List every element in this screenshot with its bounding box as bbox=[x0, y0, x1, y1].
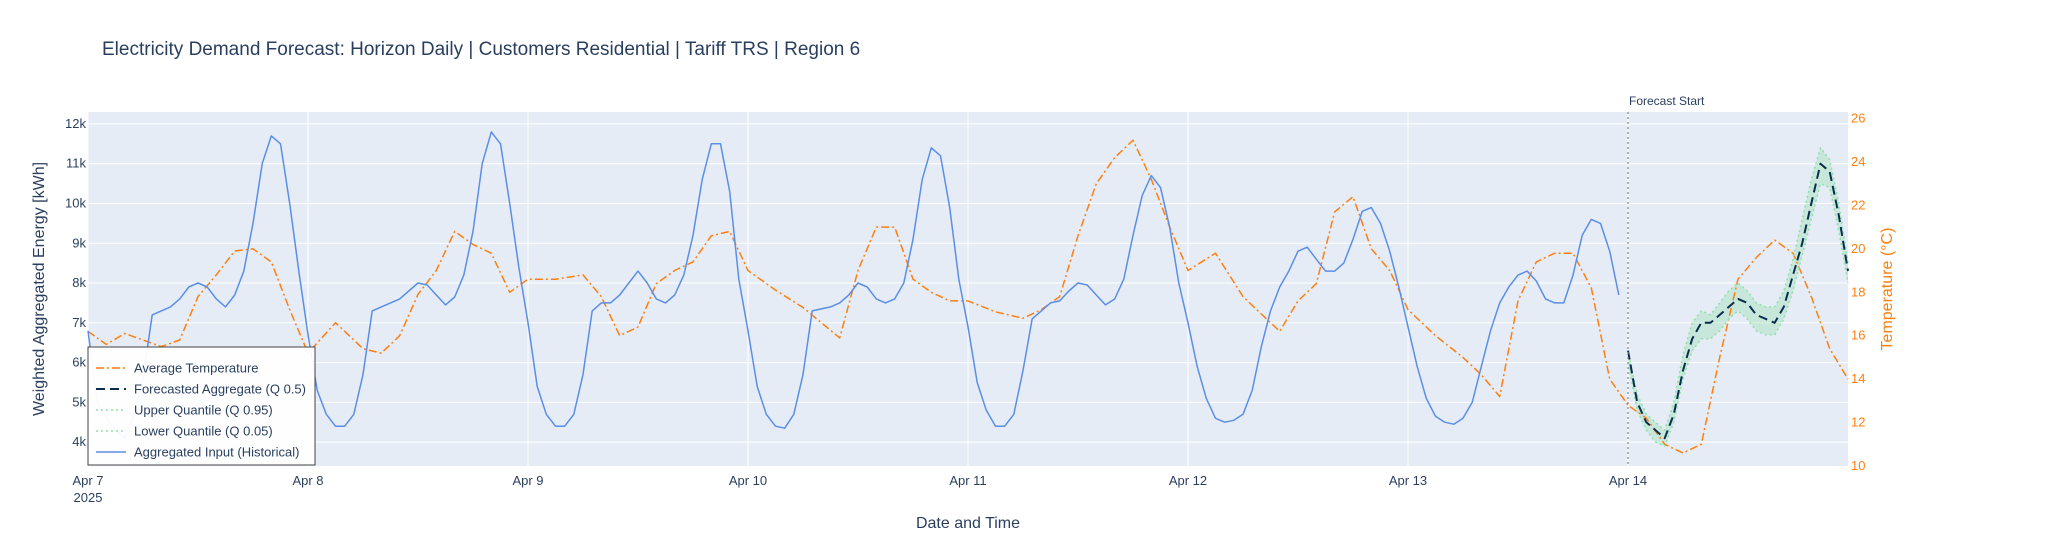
legend-label: Forecasted Aggregate (Q 0.5) bbox=[134, 382, 306, 397]
y-tick-label: 7k bbox=[72, 315, 86, 330]
x-tick-label: Apr 8 bbox=[292, 473, 323, 488]
x-tick-label: Apr 12 bbox=[1169, 473, 1207, 488]
x-tick-label: Apr 9 bbox=[512, 473, 543, 488]
x-tick-label: Apr 13 bbox=[1389, 473, 1427, 488]
y-tick-label: 10k bbox=[65, 195, 86, 210]
forecast-start-annotation: Forecast Start bbox=[1627, 94, 1705, 466]
y2-tick-label: 22 bbox=[1851, 197, 1865, 212]
legend-label: Aggregated Input (Historical) bbox=[134, 445, 299, 460]
forecast-start-label: Forecast Start bbox=[1629, 94, 1705, 108]
y2-tick-label: 16 bbox=[1851, 328, 1865, 343]
y-tick-label: 4k bbox=[72, 434, 86, 449]
y2-tick-label: 12 bbox=[1851, 415, 1865, 430]
legend-label: Average Temperature bbox=[134, 361, 259, 376]
legend: Average Temperature Forecasted Aggregate … bbox=[87, 346, 316, 466]
y-tick-label: 5k bbox=[72, 394, 86, 409]
x-tick-year: 2025 bbox=[74, 490, 103, 505]
series-line-lower-quantile-q-0-05 bbox=[1627, 182, 1849, 447]
y2-tick-label: 20 bbox=[1851, 241, 1865, 256]
series-line-average-temperature bbox=[87, 139, 1849, 454]
legend-label: Upper Quantile (Q 0.95) bbox=[134, 403, 273, 418]
y2-axis-title: Temperature (°C) bbox=[1879, 228, 1896, 351]
chart-title: Electricity Demand Forecast: Horizon Dai… bbox=[102, 39, 860, 60]
y-tick-label: 11k bbox=[66, 156, 86, 171]
y2-tick-label: 26 bbox=[1851, 111, 1865, 126]
series-line-upper-quantile-q-0-95 bbox=[1627, 147, 1849, 431]
legend-label: Lower Quantile (Q 0.05) bbox=[134, 424, 273, 439]
y2-tick-label: 18 bbox=[1851, 284, 1865, 299]
x-axis-ticks: Apr 7 Apr 8 Apr 9 Apr 10 Apr 11 Apr 12 Apr 13 A… bbox=[72, 473, 1647, 505]
x-tick-label: Apr 11 bbox=[949, 473, 986, 488]
y2-tick-label: 10 bbox=[1851, 458, 1865, 473]
x-tick-label: Apr 14 bbox=[1609, 473, 1647, 488]
x-axis-title: Date and Time bbox=[916, 515, 1020, 532]
y2-tick-label: 24 bbox=[1851, 154, 1865, 169]
y-axis-title: Weighted Aggregated Energy [kWh] bbox=[31, 162, 48, 416]
y-tick-label: 6k bbox=[72, 355, 86, 370]
y-tick-label: 8k bbox=[72, 275, 86, 290]
x-tick-label: Apr 7 bbox=[72, 473, 103, 488]
y-tick-label: 9k bbox=[72, 235, 86, 250]
x-tick-label: Apr 10 bbox=[729, 473, 767, 488]
y-tick-label: 12k bbox=[65, 116, 86, 131]
series-line-forecasted-aggregate-q-0-5 bbox=[1627, 162, 1849, 440]
series-line-aggregated-input-historical bbox=[87, 131, 1620, 439]
y-axis-ticks: 4k 5k 6k 7k 8k 9k 10k 11k 12k bbox=[65, 116, 86, 449]
legend-box bbox=[87, 346, 316, 466]
y2-axis-ticks: 10 12 14 16 18 20 22 24 26 bbox=[1851, 111, 1865, 473]
y2-tick-label: 14 bbox=[1851, 371, 1865, 386]
series-layer bbox=[87, 131, 1849, 454]
